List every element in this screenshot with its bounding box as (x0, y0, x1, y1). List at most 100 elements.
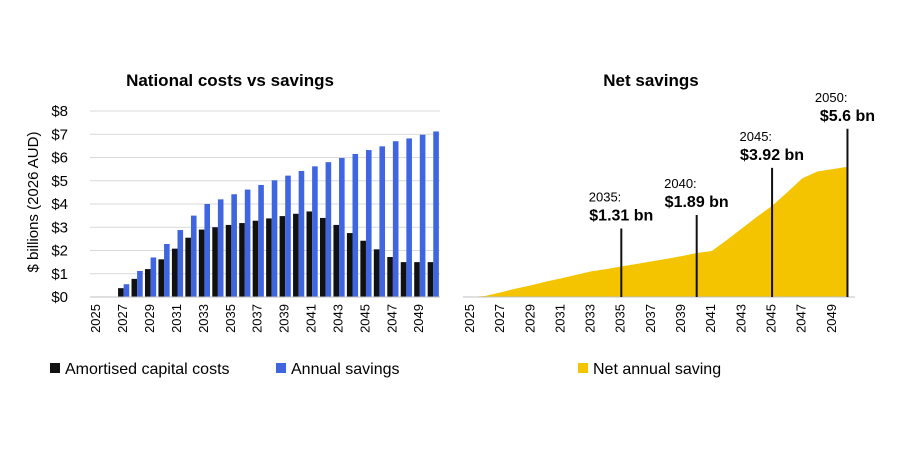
bar-savings (123, 284, 130, 297)
bar-amortised (346, 233, 353, 297)
right-x-tick-label: 2035 (613, 304, 628, 333)
annotation-value: $3.92 bn (740, 147, 804, 164)
annotation-year: 2045: (740, 129, 773, 144)
bar-savings (325, 162, 332, 297)
bar-savings (190, 215, 197, 297)
bar-amortised (118, 288, 124, 297)
right-x-tick-label: 2037 (643, 304, 658, 333)
left-x-tick-label: 2027 (115, 304, 130, 333)
right-chart-legend: Net annual saving (578, 361, 721, 378)
bar-savings (217, 199, 224, 297)
bar-savings (244, 189, 251, 297)
left-x-tick-label: 2039 (277, 304, 292, 333)
left-x-tick-label: 2045 (357, 304, 372, 333)
bar-savings (231, 194, 237, 297)
left-y-tick-label: $0 (51, 289, 68, 306)
left-x-tick-label: 2025 (88, 304, 103, 333)
bar-savings (177, 230, 184, 297)
bar-amortised (198, 229, 205, 297)
right-x-tick-label: 2031 (552, 304, 567, 333)
legend-swatch-savings (276, 363, 286, 373)
bar-savings (137, 270, 143, 297)
left-x-tick-label: 2041 (304, 304, 319, 333)
bar-amortised (239, 223, 245, 297)
bar-amortised (225, 224, 232, 297)
bar-amortised (319, 217, 326, 297)
bar-savings (298, 170, 305, 297)
bar-amortised (333, 224, 340, 297)
left-chart-x-ticks: 2025 2027 2029 2031 2033 2035 2037 2039 2041 2043… (88, 304, 426, 333)
bar-amortised (266, 218, 272, 297)
left-chart-gridlines (90, 110, 440, 275)
bar-amortised (185, 237, 191, 297)
right-x-tick-label: 2043 (733, 304, 748, 333)
left-chart-legend: Amortised capital costs Annual savings (50, 361, 400, 378)
right-chart-title: Net savings (603, 71, 698, 90)
bar-amortised (131, 278, 138, 297)
left-y-tick-label: $3 (51, 219, 68, 236)
annotation-value: $5.6 bn (820, 108, 875, 125)
right-chart-x-ticks: 2025 2027 2029 2031 2033 2035 2037 2039 2041 2043… (462, 304, 839, 333)
left-chart-bars (118, 131, 439, 297)
legend-swatch-amortised (50, 363, 60, 373)
bar-amortised (144, 269, 151, 297)
right-chart-area (470, 166, 848, 297)
bar-savings (312, 166, 318, 297)
bar-savings (392, 141, 399, 297)
left-y-tick-label: $7 (51, 126, 68, 143)
annotation-year: 2035: (589, 190, 622, 205)
bar-savings (258, 184, 264, 297)
left-x-tick-label: 2047 (384, 304, 399, 333)
right-x-tick-label: 2027 (492, 304, 507, 333)
bar-savings (164, 243, 170, 297)
left-x-tick-label: 2035 (223, 304, 238, 333)
bar-savings (433, 131, 439, 297)
left-x-tick-label: 2029 (142, 304, 157, 333)
left-x-tick-label: 2033 (196, 304, 211, 333)
right-x-tick-label: 2033 (583, 304, 598, 333)
right-x-tick-label: 2041 (703, 304, 718, 333)
bar-amortised (360, 240, 366, 297)
left-y-tick-label: $5 (51, 173, 68, 190)
bar-amortised (171, 248, 178, 297)
left-y-tick-label: $1 (51, 266, 68, 283)
legend-label-amortised: Amortised capital costs (65, 361, 230, 378)
bar-amortised (427, 262, 434, 297)
left-x-tick-label: 2031 (169, 304, 184, 333)
legend-swatch-net (578, 363, 588, 373)
bar-savings (352, 154, 359, 297)
left-chart-title: National costs vs savings (126, 71, 334, 90)
bar-amortised (373, 249, 380, 297)
left-y-tick-label: $4 (51, 196, 68, 213)
bar-amortised (306, 211, 313, 297)
left-x-tick-label: 2049 (411, 304, 426, 333)
right-x-tick-label: 2025 (462, 304, 477, 333)
annotation-year: 2050: (815, 90, 848, 105)
right-x-tick-label: 2045 (764, 304, 779, 333)
right-x-tick-label: 2049 (824, 304, 839, 333)
left-y-tick-label: $2 (51, 243, 68, 260)
bar-amortised (293, 213, 299, 297)
annotation-year: 2040: (664, 176, 697, 191)
right-chart-annotations: 2035: $1.31 bn 2040: $1.89 bn 2045: $3.92 bn 2… (589, 90, 875, 297)
bar-amortised (279, 216, 286, 297)
left-chart-y-axis-label: $ billions (2026 AUD) (25, 132, 42, 273)
bar-amortised (158, 259, 165, 297)
bar-savings (204, 204, 211, 297)
right-x-tick-label: 2039 (673, 304, 688, 333)
right-x-tick-label: 2047 (794, 304, 809, 333)
bar-savings (285, 175, 291, 297)
right-x-tick-label: 2029 (522, 304, 537, 333)
left-y-tick-label: $8 (51, 103, 68, 120)
bar-amortised (387, 257, 393, 297)
bar-amortised (414, 262, 420, 297)
legend-label-net: Net annual saving (593, 361, 721, 378)
bar-savings (271, 180, 278, 297)
bar-savings (339, 157, 345, 297)
annotation-value: $1.89 bn (665, 194, 729, 211)
left-x-tick-label: 2037 (250, 304, 265, 333)
bar-savings (379, 146, 386, 297)
legend-label-savings: Annual savings (291, 361, 400, 378)
bar-amortised (212, 227, 218, 297)
